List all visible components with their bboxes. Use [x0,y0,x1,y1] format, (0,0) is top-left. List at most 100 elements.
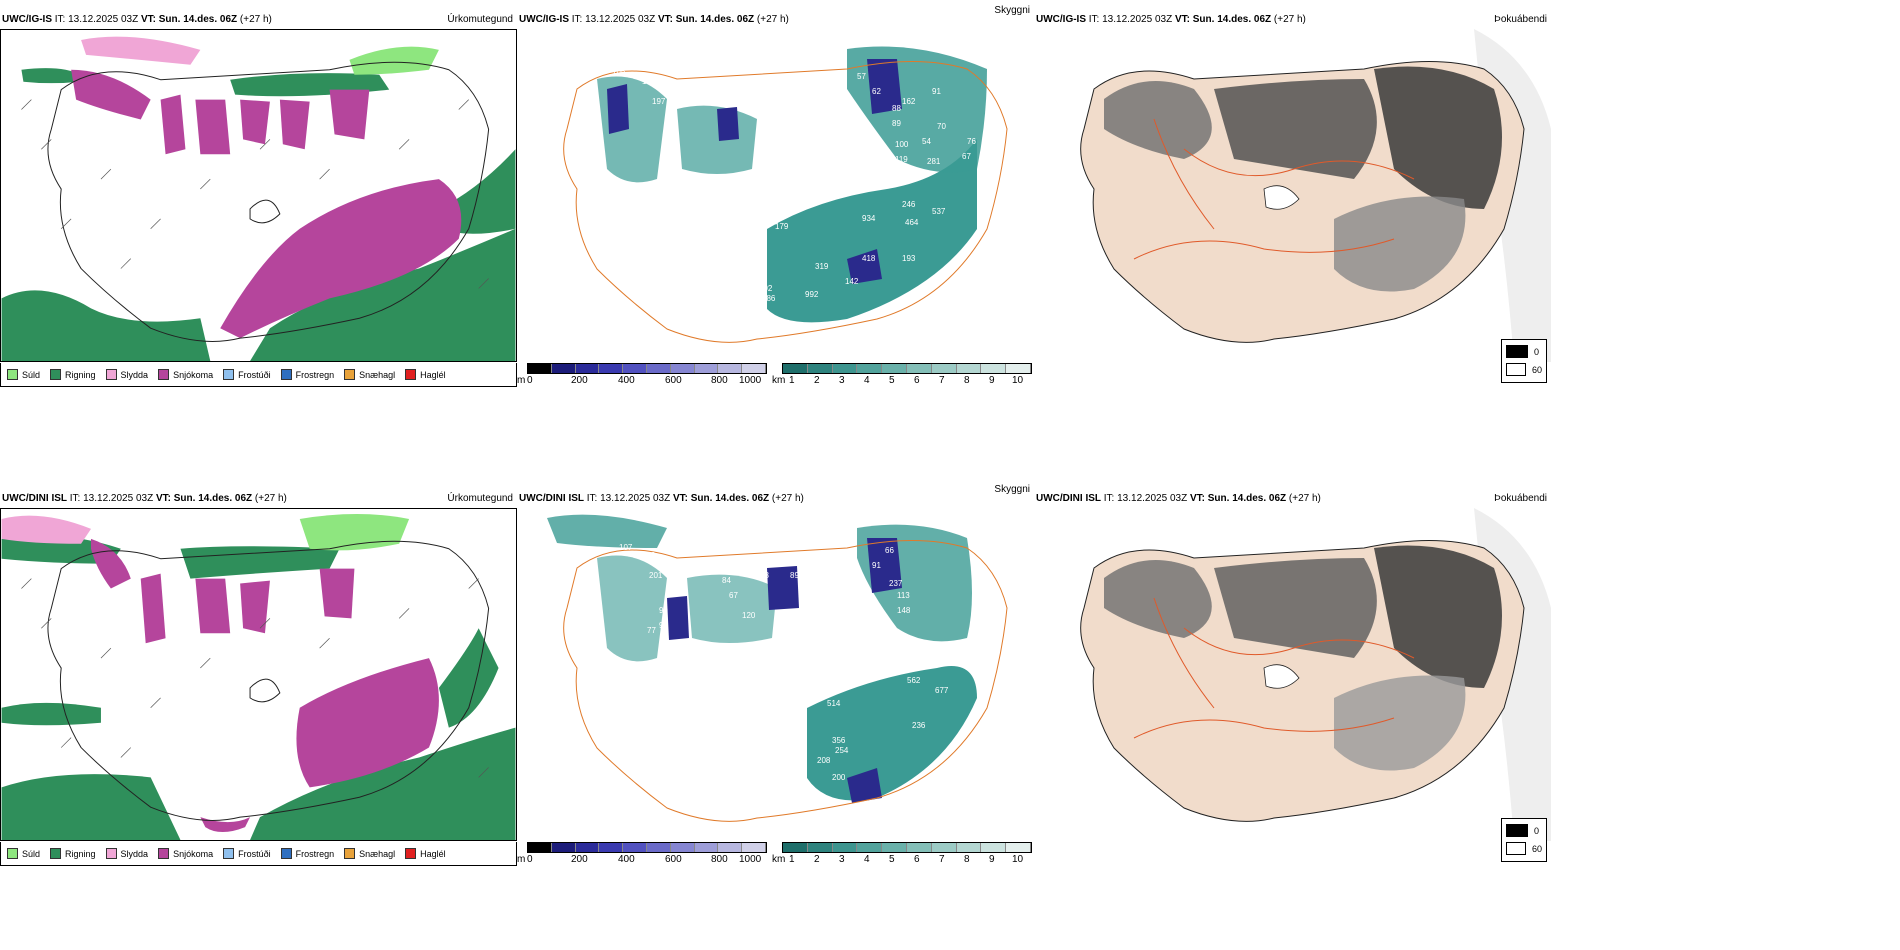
cloud-value: 120 [742,611,756,620]
cloud-value: 99 [659,606,668,615]
cloud-value: 179 [775,222,789,231]
cloud-value: 392 [759,284,773,293]
fog-legend-row: 0 [1506,824,1542,837]
legend-label: Súld [22,848,41,859]
cloud-value: 66 [885,546,894,555]
cloud-value: 160 [797,167,811,176]
model-name: UWC/DINI ISL [1036,493,1101,504]
precip-legend: Súld Rigning Slydda Snjókoma Frostúði Fr… [0,363,517,387]
colorbar-strip [782,363,1032,374]
tick-label: 9 [989,854,995,865]
legend-swatch [50,848,62,859]
legend-swatch [223,848,235,859]
panel-label: Skyggni [994,5,1030,16]
cloud-value: 174 [742,306,756,315]
cloud-value: 77 [647,626,656,635]
cloud-value: 90 [757,95,766,104]
tick-label: 1 [789,854,795,865]
cloud-value: 57 [857,72,866,81]
init-time: IT: 13.12.2025 03Z [54,14,139,25]
model-name: UWC/IG-IS [519,14,569,25]
tick-label: 8 [964,854,970,865]
colorbar-strip [782,842,1032,853]
legend-label: Snæhagl [359,369,396,380]
tick-label: 5 [889,375,895,386]
legend-swatch [158,848,170,859]
legend-label: Haglél [420,369,446,380]
legend-label: Rigning [65,369,96,380]
model-name: UWC/DINI ISL [2,493,67,504]
cloud-value: 130 [807,601,821,610]
legend-swatch [1506,842,1526,855]
cloud-value: 286 [762,294,776,303]
legend-swatch [1506,824,1528,837]
cloud-value: 356 [832,736,846,745]
init-time: IT: 13.12.2025 03Z [69,493,154,504]
tick-label: 800 [711,854,728,865]
tick-label: 400 [618,375,635,386]
cloud-value: 934 [862,214,876,223]
fog-map [1034,29,1551,362]
precip-map [0,29,517,362]
tick-label: 4 [864,854,870,865]
cloud-value: 148 [897,606,911,615]
model-name: UWC/IG-IS [1036,14,1086,25]
legend-swatch [7,848,18,859]
cloud-value: 67 [962,152,971,161]
tick-label: 6 [914,375,920,386]
tick-label: 1000 [739,854,762,865]
tick-label: 7 [939,375,945,386]
legend-label: 60 [1531,364,1542,375]
cloud-value: 105 [832,117,846,126]
cloud-value: 514 [827,699,841,708]
cloud-value: 91 [932,87,941,96]
valid-time: VT: Sun. 14.des. 06Z [140,14,238,25]
legend-label: 0 [1534,825,1540,836]
tick-label: 1 [789,375,795,386]
legend-item: Frostúði [223,848,271,859]
panel-title: UWC/DINI ISL IT: 13.12.2025 03Z VT: Sun.… [2,493,287,504]
cloud-colorbar-m: m 0 200 400 600 800 1000 [517,363,767,393]
panel-label: Úrkomutegund [447,493,513,504]
cloud-value: 677 [935,686,949,695]
fog-legend-row: 60 [1506,842,1542,855]
cloud-value: 537 [932,207,946,216]
legend-swatch [405,369,417,380]
legend-item: Súld [7,848,40,859]
legend-item: Haglél [405,369,446,380]
legend-item: Snæhagl [344,848,395,859]
cloud-value: 562 [907,676,921,685]
cloud-map: 107 203 201 181 99 92 77 104 84 67 120 9… [517,508,1034,841]
tick-label: 5 [889,854,895,865]
legend-label: Rigning [65,848,96,859]
cloud-value: 181 [667,571,681,580]
cloud-value: 84 [722,576,731,585]
tick-label: 1000 [739,375,762,386]
cloud-value: 70 [937,122,946,131]
cloud-value: 254 [835,746,849,755]
valid-time: VT: Sun. 14.des. 06Z [672,493,770,504]
fog-map [1034,508,1551,841]
init-time: IT: 13.12.2025 03Z [586,493,671,504]
cloud-value: 246 [902,200,916,209]
legend-label: 60 [1531,843,1542,854]
precip-map [0,508,517,841]
cloud-value: 319 [815,262,829,271]
cloud-value: 182 [642,77,656,86]
cloud-value: 105 [832,591,846,600]
tick-label: 4 [864,375,870,386]
valid-time: VT: Sun. 14.des. 06Z [657,14,755,25]
cloud-value: 208 [817,756,831,765]
model-name: UWC/DINI ISL [519,493,584,504]
init-time: IT: 13.12.2025 03Z [571,14,656,25]
legend-swatch [50,369,62,380]
fog-legend-row: 0 [1506,345,1542,358]
tick-label: 8 [964,375,970,386]
lead-time: (+27 h) [756,14,789,25]
cloud-panel-row1: UWC/IG-IS IT: 13.12.2025 03Z VT: Sun. 14… [517,5,1034,388]
init-time: IT: 13.12.2025 03Z [1103,493,1188,504]
cloud-value: 71 [789,100,798,109]
panel-title: UWC/IG-IS IT: 13.12.2025 03Z VT: Sun. 14… [1036,14,1306,25]
panel-title: UWC/IG-IS IT: 13.12.2025 03Z VT: Sun. 14… [2,14,272,25]
lead-time: (+27 h) [1273,14,1306,25]
